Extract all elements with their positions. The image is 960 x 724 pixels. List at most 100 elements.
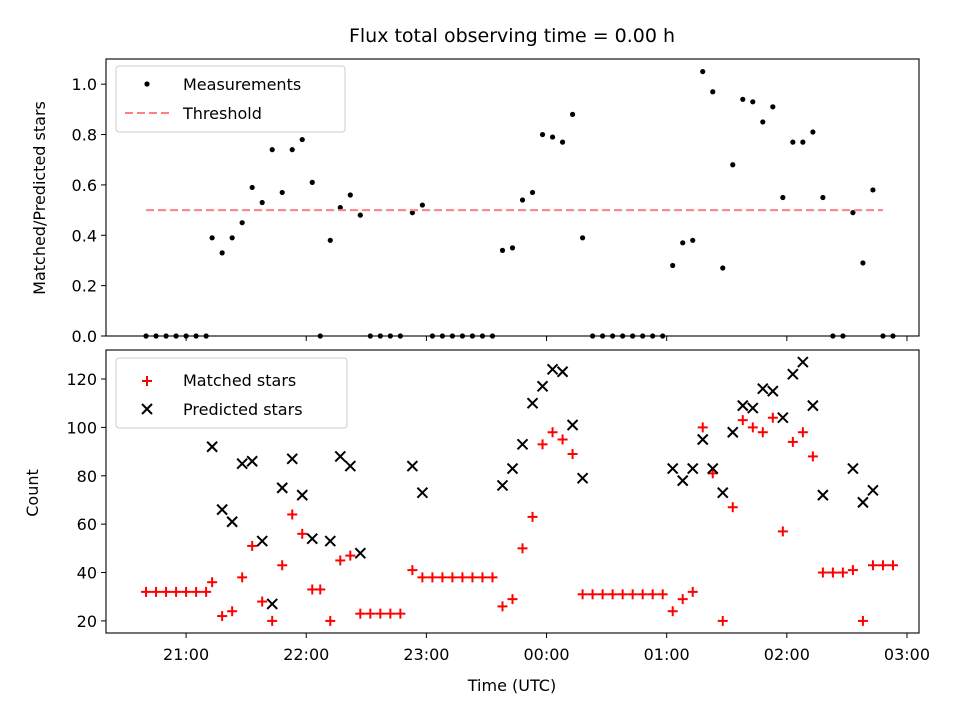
matched-star-point-35 — [487, 572, 498, 583]
matched-star-point-15 — [287, 509, 298, 520]
matched-star-point-59 — [727, 502, 738, 513]
measurement-point-39 — [529, 189, 536, 196]
predicted-star-point-7 — [276, 482, 288, 494]
measurement-point-55 — [690, 237, 696, 243]
predicted-star-point-43 — [857, 496, 869, 509]
measurement-point-37 — [509, 245, 516, 251]
bottom-y-axis-label: Count — [23, 469, 42, 517]
matched-star-point-0 — [141, 586, 152, 597]
matched-star-point-75 — [887, 560, 898, 571]
measurement-point-21 — [347, 192, 353, 198]
matched-star-point-31 — [447, 572, 458, 583]
predicted-star-point-38 — [787, 368, 799, 380]
matched-star-point-60 — [737, 415, 748, 426]
top-y-tick-label-1: 0.2 — [72, 277, 97, 296]
matched-star-point-4 — [181, 586, 192, 597]
matched-star-point-61 — [747, 422, 758, 433]
measurement-point-12 — [259, 199, 265, 206]
predicted-star-point-24 — [566, 419, 579, 431]
measurement-point-53 — [670, 262, 676, 269]
bottom-x-ticks: 21:00 22:00 23:00 00:00 01:00 02:00 03:00 — [163, 633, 930, 664]
measurement-point-10 — [239, 220, 245, 226]
top-points — [143, 68, 896, 339]
measurement-point-19 — [327, 237, 333, 243]
legend-predicted-label: Predicted stars — [183, 400, 303, 419]
measurement-point-63 — [770, 104, 776, 110]
matched-star-point-21 — [345, 550, 356, 561]
matched-star-point-54 — [677, 594, 688, 605]
predicted-star-point-15 — [406, 460, 419, 472]
measurement-point-40 — [539, 131, 546, 138]
x-tick-label-4: 01:00 — [644, 645, 690, 664]
x-tick-label-2: 23:00 — [403, 645, 449, 664]
matched-star-point-3 — [171, 586, 182, 597]
predicted-star-point-11 — [324, 535, 336, 547]
measurement-point-28 — [419, 202, 425, 208]
measurement-point-58 — [720, 265, 726, 271]
legend-threshold-label: Threshold — [182, 104, 262, 123]
predicted-star-point-33 — [737, 399, 749, 412]
matched-star-point-71 — [847, 565, 858, 576]
matched-star-point-63 — [767, 412, 778, 423]
legend-measurements-label: Measurements — [183, 75, 301, 94]
legend-measurements-marker — [144, 81, 150, 87]
measurement-point-56 — [700, 68, 706, 75]
predicted-star-point-20 — [526, 397, 539, 409]
predicted-star-point-1 — [216, 503, 228, 516]
matched-star-point-51 — [647, 589, 658, 600]
matched-star-point-67 — [807, 451, 818, 462]
bottom-y-tick-label-0: 20 — [77, 612, 97, 631]
x-tick-label-5: 02:00 — [764, 645, 810, 664]
matched-star-point-56 — [697, 422, 708, 433]
predicted-star-point-28 — [687, 462, 699, 475]
predicted-star-point-19 — [516, 438, 529, 451]
matched-star-point-45 — [587, 589, 598, 600]
predicted-star-point-34 — [747, 402, 759, 414]
matched-star-point-28 — [417, 572, 428, 583]
matched-star-point-68 — [817, 567, 828, 578]
measurement-point-54 — [680, 240, 686, 246]
matched-star-point-33 — [467, 572, 478, 583]
matched-star-point-69 — [827, 567, 838, 578]
bottom-matched-points — [141, 412, 898, 626]
measurement-point-60 — [740, 96, 746, 102]
measurement-point-15 — [289, 147, 295, 153]
legend-predicted-marker — [141, 403, 153, 415]
x-tick-label-3: 00:00 — [523, 645, 569, 664]
predicted-star-point-0 — [206, 441, 218, 453]
measurement-point-7 — [209, 235, 215, 241]
measurement-point-73 — [870, 187, 876, 193]
chart-title: Flux total observing time = 0.00 h — [349, 25, 675, 47]
predicted-star-point-22 — [546, 363, 559, 376]
predicted-star-point-18 — [506, 462, 519, 475]
measurement-point-17 — [309, 179, 315, 185]
legend-matched-label: Matched stars — [183, 371, 296, 390]
predicted-star-point-31 — [717, 487, 729, 499]
measurement-point-61 — [750, 99, 756, 105]
predicted-star-point-27 — [677, 474, 689, 487]
top-y-tick-label-0: 0.0 — [72, 327, 97, 346]
bottom-y-tick-label-1: 40 — [77, 564, 97, 583]
matched-star-point-40 — [537, 439, 548, 450]
matched-star-point-8 — [217, 611, 228, 622]
bottom-y-ticks: 20 40 60 80 100 120 — [66, 370, 106, 631]
matched-star-point-18 — [315, 584, 326, 595]
measurement-point-36 — [499, 247, 506, 253]
top-y-axis-label: Matched/Predicted stars — [30, 101, 49, 295]
legend-matched-marker — [142, 376, 152, 386]
predicted-star-point-26 — [666, 462, 679, 475]
matched-star-point-5 — [191, 586, 202, 597]
measurement-point-59 — [730, 162, 736, 168]
matched-star-point-27 — [407, 565, 418, 576]
matched-star-point-41 — [547, 427, 558, 438]
predicted-star-point-30 — [707, 462, 719, 475]
measurement-point-41 — [549, 134, 556, 140]
measurement-point-38 — [519, 197, 526, 203]
matched-star-point-23 — [365, 608, 376, 619]
x-tick-label-6: 03:00 — [884, 645, 930, 664]
matched-star-point-2 — [161, 586, 172, 597]
top-panel: 0.0 0.2 0.4 0.6 0.8 1.0 Matched/Predicted sta… — [30, 58, 920, 346]
predicted-star-point-12 — [334, 450, 346, 463]
measurement-point-13 — [269, 147, 275, 153]
